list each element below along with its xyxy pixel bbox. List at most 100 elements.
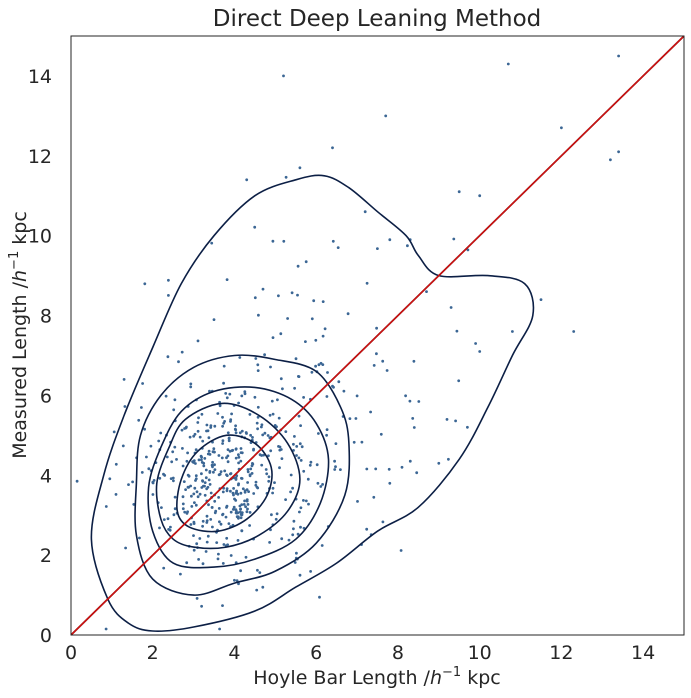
data-point	[195, 542, 199, 546]
data-point	[237, 455, 241, 459]
data-point	[221, 439, 225, 443]
data-point	[226, 543, 230, 547]
y-axis-label-prefix: Measured Length /	[9, 281, 31, 458]
data-point	[212, 447, 216, 451]
data-point	[455, 329, 459, 333]
data-point	[246, 468, 250, 471]
chart-title: Direct Deep Leaning Method	[213, 6, 541, 32]
data-point	[140, 406, 143, 409]
data-point	[195, 597, 199, 600]
data-point	[173, 445, 177, 449]
data-point	[228, 392, 232, 396]
data-point	[210, 506, 214, 509]
data-point	[167, 278, 170, 282]
data-point	[209, 518, 213, 521]
data-point	[572, 330, 576, 333]
data-point	[250, 472, 254, 475]
density-contour-3	[147, 386, 330, 569]
data-point	[318, 595, 321, 599]
data-point	[279, 377, 283, 381]
data-point	[221, 424, 225, 428]
data-point	[346, 312, 350, 316]
data-point	[201, 439, 205, 443]
data-point	[186, 485, 190, 489]
data-point	[208, 483, 212, 486]
data-point	[372, 495, 376, 499]
data-point	[293, 435, 296, 438]
data-point	[294, 357, 298, 361]
data-point	[287, 538, 291, 542]
data-point	[408, 399, 412, 403]
data-point	[304, 260, 308, 264]
data-point	[457, 190, 461, 194]
data-point	[292, 527, 295, 531]
data-point	[474, 342, 477, 345]
data-point	[240, 529, 244, 533]
data-point	[217, 454, 221, 457]
data-point	[307, 502, 310, 506]
data-point	[279, 332, 283, 336]
data-point	[75, 479, 79, 483]
data-point	[384, 114, 388, 118]
data-point	[204, 468, 208, 472]
y-tick-label: 14	[28, 66, 52, 88]
data-point	[229, 510, 233, 514]
data-point	[267, 479, 271, 483]
data-point	[309, 570, 312, 573]
data-point	[137, 418, 141, 422]
y-axis-label-exp: −1	[7, 251, 22, 270]
data-point	[175, 458, 178, 461]
data-point	[317, 363, 321, 367]
data-point	[248, 511, 252, 514]
data-point	[255, 588, 259, 592]
data-point	[207, 449, 211, 453]
data-point	[234, 476, 238, 480]
data-point	[265, 472, 269, 476]
data-point	[321, 334, 325, 338]
data-point	[240, 394, 244, 398]
data-point	[173, 507, 177, 511]
data-point	[205, 521, 209, 524]
data-point	[308, 463, 312, 467]
data-point	[372, 364, 376, 367]
data-point	[292, 442, 295, 446]
data-point	[298, 573, 302, 577]
data-point	[253, 225, 257, 229]
data-point	[280, 537, 284, 541]
data-point	[263, 353, 266, 357]
data-point	[237, 483, 240, 487]
data-point	[232, 487, 236, 490]
x-axis-label: Hoyle Bar Length /h−1 kpc	[253, 665, 500, 689]
data-point	[223, 469, 227, 473]
data-point	[163, 474, 167, 477]
data-point	[192, 534, 195, 537]
data-point	[280, 457, 284, 460]
x-axis-label-prefix: Hoyle Bar Length /	[253, 667, 430, 689]
data-point	[304, 499, 308, 503]
data-point	[245, 488, 249, 491]
data-point	[286, 317, 289, 320]
data-point	[240, 476, 243, 480]
data-point	[437, 461, 441, 465]
data-point	[300, 445, 304, 449]
data-point	[387, 467, 391, 471]
y-tick-label: 2	[40, 545, 52, 567]
data-point	[271, 239, 275, 243]
data-point	[365, 467, 369, 471]
data-point	[190, 505, 194, 508]
data-point	[189, 382, 193, 386]
data-point	[237, 453, 240, 457]
data-point	[260, 463, 264, 467]
y-axis-label-var: h	[9, 270, 31, 282]
x-tick-label: 12	[549, 642, 573, 664]
data-point	[230, 412, 234, 416]
data-point	[230, 449, 234, 453]
data-point	[203, 493, 207, 497]
data-point	[248, 524, 252, 527]
data-point	[224, 392, 228, 395]
data-point	[221, 415, 224, 419]
data-point	[376, 247, 379, 251]
data-point	[196, 429, 200, 433]
data-point	[263, 431, 267, 435]
data-point	[355, 394, 359, 398]
